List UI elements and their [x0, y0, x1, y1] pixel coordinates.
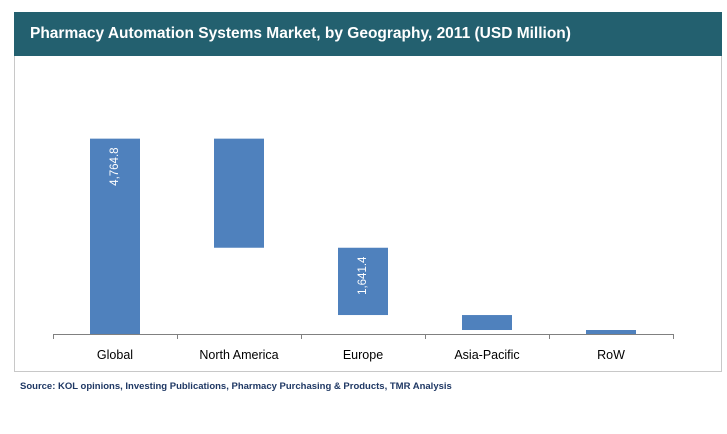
data-label: 1,641.4 — [357, 256, 369, 295]
data-label: 4,764.8 — [109, 147, 121, 185]
chart-title: Pharmacy Automation Systems Market, by G… — [14, 12, 722, 56]
bar-asia-pacific — [462, 315, 512, 331]
category-label: North America — [199, 348, 278, 362]
category-label: Europe — [343, 348, 383, 362]
bar-global — [90, 138, 140, 334]
category-label: RoW — [597, 348, 625, 362]
bar-row — [586, 330, 636, 334]
category-label: Asia-Pacific — [454, 348, 519, 362]
category-label: Global — [97, 348, 133, 362]
bar-north-america — [214, 138, 264, 248]
source-note: Source: KOL opinions, Investing Publicat… — [20, 381, 452, 392]
bar-europe — [338, 247, 388, 316]
chart-area — [14, 56, 722, 372]
